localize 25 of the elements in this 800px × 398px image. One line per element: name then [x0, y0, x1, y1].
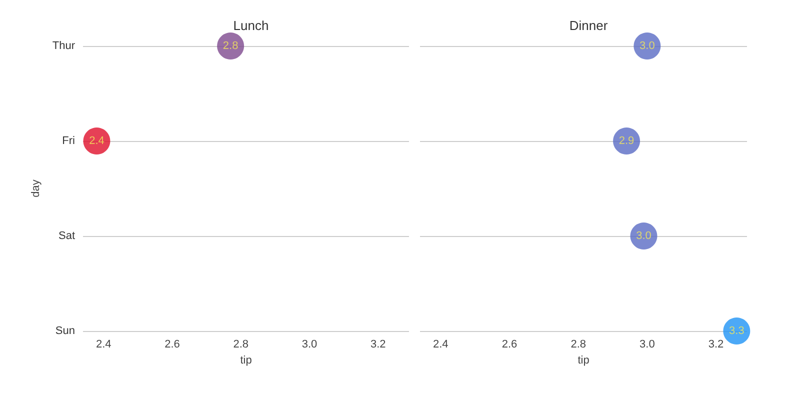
x-tick-label: 3.0: [302, 338, 318, 350]
x-tick-label: 2.6: [502, 338, 518, 350]
y-axis-title: day: [30, 179, 42, 198]
x-tick-label: 2.4: [96, 338, 112, 350]
x-tick-label: 3.2: [708, 338, 724, 350]
data-label: 2.4: [89, 135, 104, 147]
y-tick-label: Thur: [52, 40, 76, 52]
x-axis-title: tip: [240, 354, 252, 366]
text: Lunch: [233, 18, 269, 33]
data-label: 3.0: [640, 40, 655, 52]
data-label: 2.9: [618, 135, 634, 147]
text: Dinner: [569, 18, 608, 33]
x-tick-label: 2.8: [233, 338, 248, 350]
x-axis-title: tip: [578, 354, 590, 366]
y-tick-label: Sat: [58, 230, 75, 242]
data-label: 3.0: [636, 230, 652, 242]
y-tick-label: Sun: [55, 325, 75, 337]
data-label: 2.8: [222, 40, 238, 52]
data-label: 3.3: [729, 325, 744, 337]
x-tick-label: 3.2: [370, 338, 386, 350]
x-tick-label: 2.4: [433, 338, 448, 350]
x-tick-label: 2.8: [570, 338, 586, 350]
x-tick-label: 2.6: [164, 338, 180, 350]
x-tick-label: 3.0: [640, 338, 655, 350]
y-tick-label: Fri: [62, 135, 75, 147]
